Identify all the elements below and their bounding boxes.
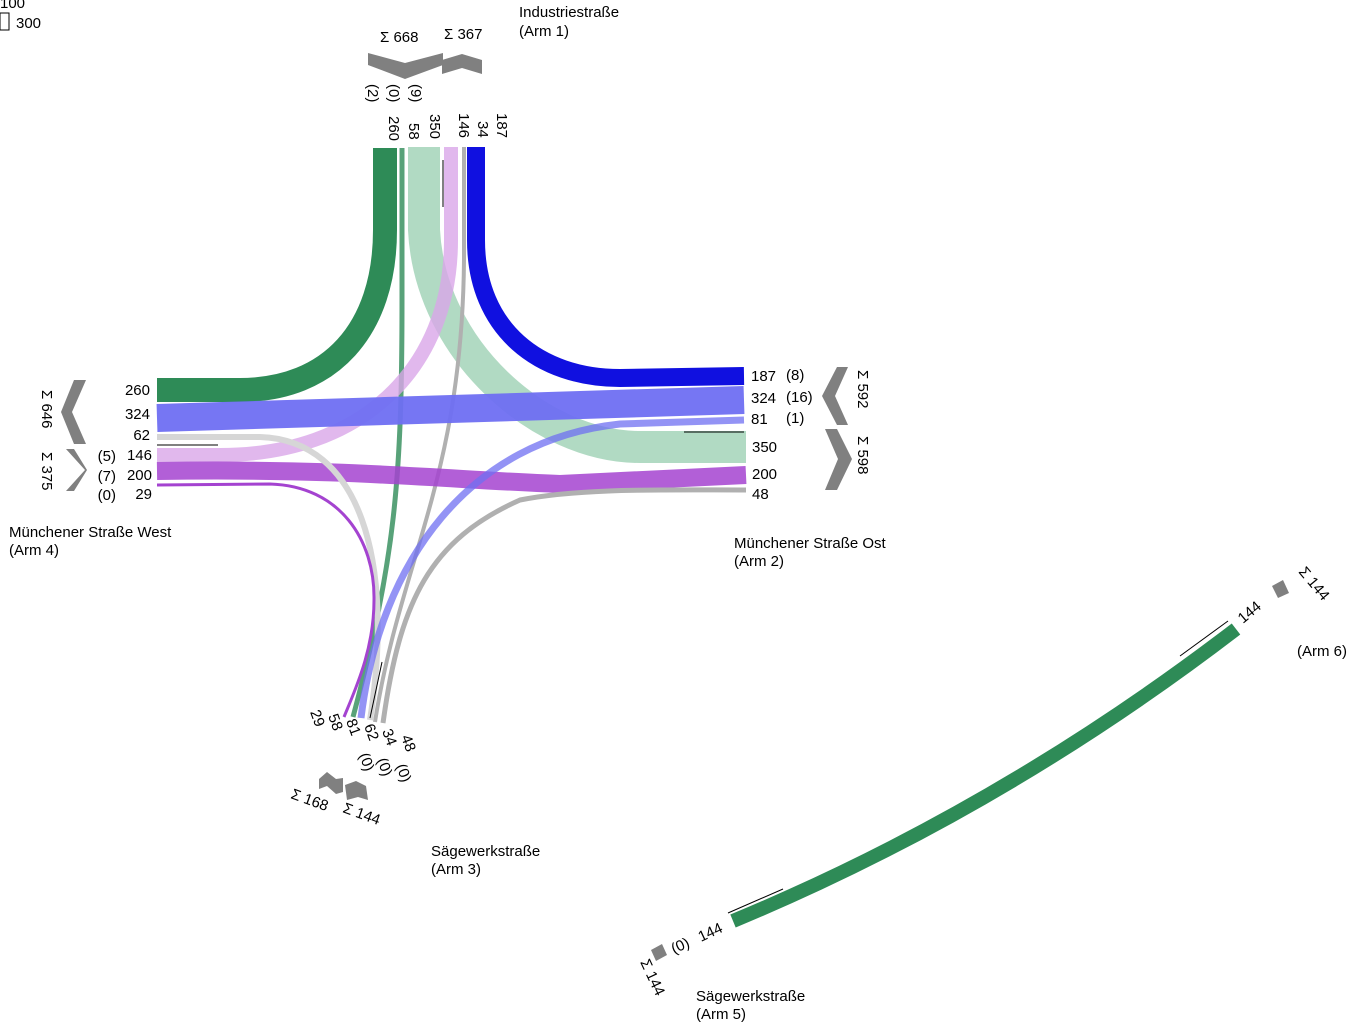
arm4-out-value-1: 146 bbox=[127, 447, 152, 464]
legend-box-value: 300 bbox=[16, 15, 41, 32]
arm3-heavy-1: (0) bbox=[355, 751, 377, 774]
arm4-in-value-2: 324 bbox=[125, 406, 150, 423]
arm3-sum-in: Σ 168 bbox=[289, 786, 331, 815]
arm4-out-value-2: 200 bbox=[127, 467, 152, 484]
arm3-value-2: 58 bbox=[324, 712, 346, 733]
arm3-name: Sägewerkstraße bbox=[431, 843, 540, 860]
arm4-values: 260 324 62 146 200 29 (5) (7) (0) bbox=[98, 382, 152, 504]
arm1-label: (Arm 1) bbox=[519, 23, 569, 40]
flow-arm1-to-arm3-gray bbox=[373, 147, 466, 723]
arm2-sum-out: Σ 592 bbox=[854, 370, 871, 408]
flow-arm2-to-arm3 bbox=[357, 416, 745, 719]
flows bbox=[156, 147, 1241, 928]
arm3-label: (Arm 3) bbox=[431, 861, 481, 878]
arm3-heavy-3: (0) bbox=[392, 762, 414, 785]
arm2-out-heavy-3: (1) bbox=[786, 410, 804, 427]
chevron-arm2-out bbox=[822, 367, 848, 425]
chevron-arm4-in bbox=[61, 380, 86, 444]
arm4-out-value-3: 29 bbox=[135, 486, 152, 503]
arm3-value-5: 34 bbox=[378, 727, 400, 748]
arm4-sum-in: Σ 646 bbox=[38, 390, 55, 428]
chevron-arm4-out bbox=[66, 449, 87, 491]
arm5-sum: Σ 144 bbox=[636, 957, 668, 999]
arm2-out-value-2: 324 bbox=[751, 390, 776, 407]
flow-arm1-to-arm2 bbox=[467, 147, 745, 388]
tick-arm6 bbox=[1179, 620, 1229, 657]
arm1-values: 260 58 350 (2) (0) (9) 146 34 187 bbox=[364, 84, 510, 141]
arm5-label: (Arm 5) bbox=[696, 1006, 746, 1023]
chevron-arm3-out bbox=[345, 781, 368, 800]
arm1-in-value-3: 350 bbox=[426, 114, 443, 139]
arm5-heavy: (0) bbox=[669, 934, 693, 957]
arm1-sum-out: Σ 367 bbox=[444, 26, 482, 43]
arm1-in-heavy-1: (2) bbox=[364, 84, 381, 102]
arm4-name: Münchener Straße West bbox=[9, 524, 172, 541]
arm1-in-heavy-2: (0) bbox=[385, 84, 402, 102]
flow-arm1-to-arm3 bbox=[350, 148, 405, 718]
arm2-in-value-1: 350 bbox=[752, 439, 777, 456]
arm4-in-value-1: 260 bbox=[125, 382, 150, 399]
arm1-out-value-2: 34 bbox=[474, 121, 491, 138]
arm2-sum-in: Σ 598 bbox=[854, 436, 871, 474]
flow-arm4-to-arm3 bbox=[157, 434, 381, 721]
chevron-arm3-in bbox=[319, 772, 343, 794]
arm3-value-3: 81 bbox=[342, 717, 364, 738]
arm1-in-value-2: 58 bbox=[405, 123, 422, 140]
arm2-name: Münchener Straße Ost bbox=[734, 535, 887, 552]
arm1-in-heavy-3: (9) bbox=[407, 84, 424, 102]
flow-arm1-to-arm4 bbox=[157, 148, 397, 402]
arm4-in-value-3: 62 bbox=[133, 427, 150, 444]
arm1-sum-in: Σ 668 bbox=[380, 29, 418, 46]
chevron-arm6 bbox=[1272, 580, 1289, 598]
arm1-out-value-3: 187 bbox=[493, 113, 510, 138]
arm4-sum-out: Σ 375 bbox=[38, 452, 55, 490]
arm6-label: (Arm 6) bbox=[1297, 643, 1347, 660]
tick-arm5 bbox=[727, 888, 784, 914]
arm5-name: Sägewerkstraße bbox=[696, 988, 805, 1005]
tick-arm3 bbox=[369, 661, 383, 719]
flow-arm2-to-arm4 bbox=[156, 461, 747, 494]
legend-box bbox=[0, 12, 10, 31]
arm2-in-value-3: 48 bbox=[752, 486, 769, 503]
chevron-arm2-in bbox=[825, 429, 852, 490]
tick-marks bbox=[157, 160, 1229, 914]
flow-arm5-to-arm6 bbox=[730, 623, 1241, 928]
arm1-out-value-1: 146 bbox=[455, 113, 472, 138]
chevron-arm5 bbox=[651, 944, 667, 961]
chevrons bbox=[61, 53, 1289, 961]
arm2-out-value-1: 187 bbox=[751, 368, 776, 385]
arm3-value-1: 29 bbox=[306, 708, 328, 729]
arm2-in-value-2: 200 bbox=[752, 466, 777, 483]
flow-arm1-to-arm4-purple bbox=[157, 147, 458, 462]
chevron-arm1-in bbox=[368, 53, 443, 79]
arm4-out-heavy-2: (7) bbox=[98, 468, 116, 485]
arm2-out-heavy-2: (16) bbox=[786, 389, 813, 406]
arm5-value: 144 bbox=[696, 920, 726, 946]
flow-arm3-to-arm2 bbox=[380, 487, 747, 724]
arm4-out-heavy-1: (5) bbox=[98, 448, 116, 465]
arm3-value-4: 62 bbox=[360, 722, 382, 743]
arm3-heavy-2: (0) bbox=[373, 756, 395, 779]
arm6-value: 144 bbox=[1235, 598, 1265, 627]
arm2-values: 187 324 81 (8) (16) (1) 350 200 48 bbox=[751, 367, 813, 503]
arm2-out-value-3: 81 bbox=[751, 411, 768, 428]
chevron-arm1-out bbox=[442, 54, 482, 74]
arm3-values: 29 58 81 62 34 48 (0) (0) (0) bbox=[306, 708, 419, 785]
arm6-sum: Σ 144 bbox=[1295, 564, 1333, 604]
arm4-out-heavy-3: (0) bbox=[98, 487, 116, 504]
flow-arm1-to-arm2-light bbox=[408, 147, 746, 463]
flow-arm3-to-arm4 bbox=[156, 482, 376, 718]
arm1-name: Industriestraße bbox=[519, 4, 619, 21]
arm3-sum-out: Σ 144 bbox=[341, 800, 383, 829]
arm1-in-value-1: 260 bbox=[385, 116, 402, 141]
arm2-label: (Arm 2) bbox=[734, 553, 784, 570]
arm2-out-heavy-1: (8) bbox=[786, 367, 804, 384]
legend-top-value: 100 bbox=[0, 0, 25, 12]
flow-arm4-to-arm2 bbox=[156, 386, 745, 432]
arm3-value-6: 48 bbox=[397, 733, 419, 754]
arm4-label: (Arm 4) bbox=[9, 542, 59, 559]
